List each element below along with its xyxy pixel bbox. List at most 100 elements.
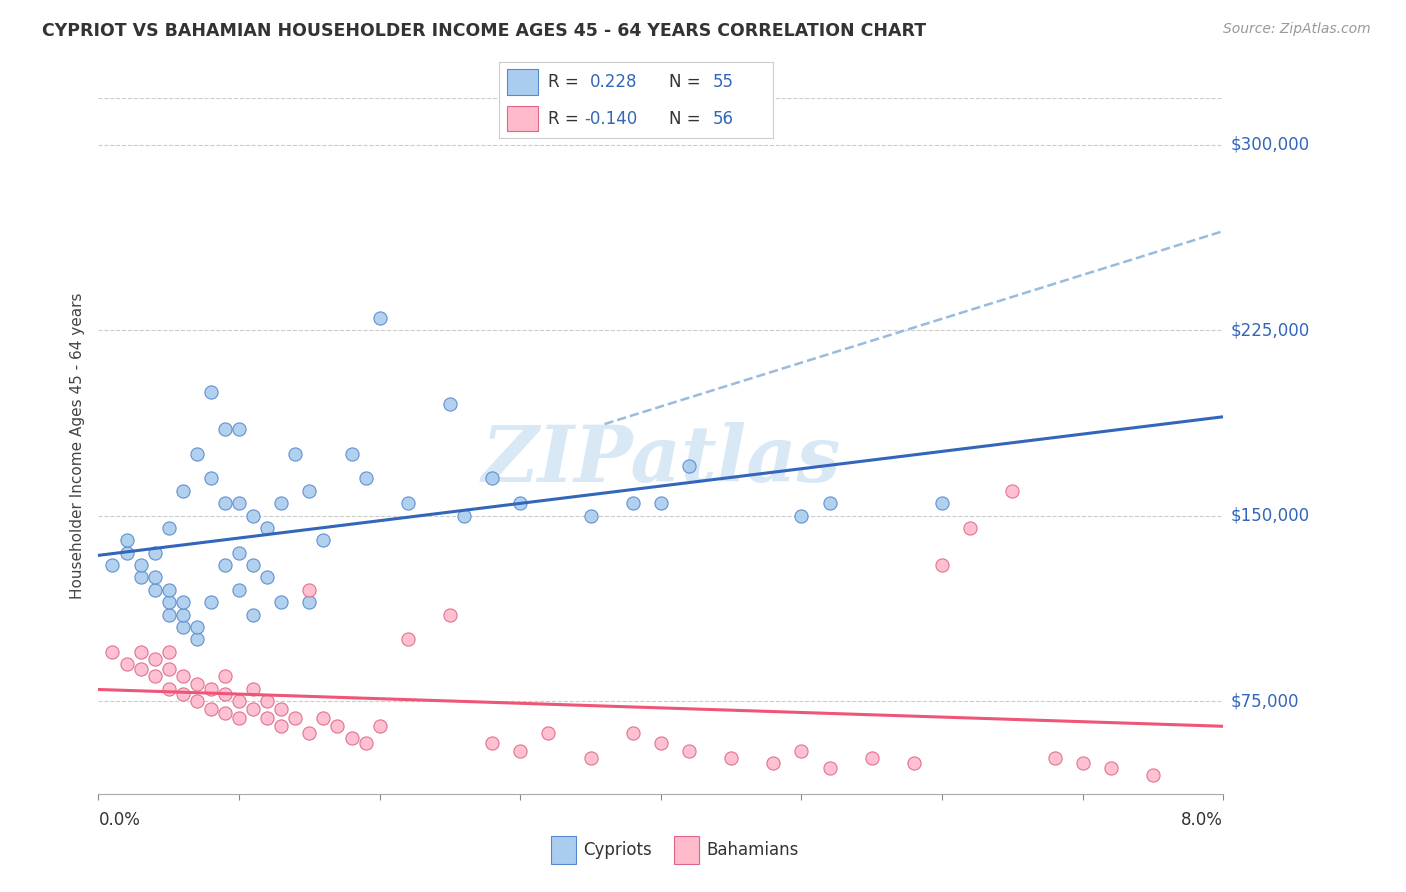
- Text: 56: 56: [713, 110, 734, 128]
- Point: [200, 471, 222, 485]
- Point: [481, 471, 503, 485]
- Point: [1071, 756, 1094, 770]
- Point: [228, 496, 250, 510]
- Point: [228, 711, 250, 725]
- Point: [256, 521, 278, 535]
- Point: [186, 447, 208, 461]
- Text: N =: N =: [669, 110, 706, 128]
- Point: [242, 607, 264, 622]
- Text: -0.140: -0.140: [583, 110, 637, 128]
- Point: [214, 496, 236, 510]
- Text: 8.0%: 8.0%: [1181, 811, 1223, 829]
- Point: [650, 496, 672, 510]
- Point: [931, 496, 953, 510]
- Point: [157, 645, 180, 659]
- Point: [621, 496, 644, 510]
- Point: [214, 422, 236, 436]
- Point: [172, 607, 194, 622]
- Point: [790, 743, 813, 757]
- Bar: [551, 836, 576, 863]
- Point: [256, 570, 278, 584]
- Point: [200, 384, 222, 399]
- Point: [931, 558, 953, 572]
- Point: [242, 681, 264, 696]
- Point: [959, 521, 981, 535]
- Point: [143, 546, 166, 560]
- Point: [115, 546, 138, 560]
- Bar: [508, 70, 537, 95]
- Point: [172, 620, 194, 634]
- Text: $150,000: $150,000: [1230, 507, 1309, 524]
- Point: [172, 669, 194, 683]
- Point: [298, 582, 321, 597]
- Bar: [508, 105, 537, 131]
- Point: [1043, 751, 1066, 765]
- Point: [172, 595, 194, 609]
- Point: [903, 756, 925, 770]
- Point: [1001, 483, 1024, 498]
- Point: [340, 447, 363, 461]
- Text: ZIPatlas: ZIPatlas: [481, 422, 841, 498]
- Point: [214, 706, 236, 721]
- Point: [115, 657, 138, 671]
- Point: [579, 508, 602, 523]
- Point: [186, 677, 208, 691]
- Point: [186, 694, 208, 708]
- Text: $75,000: $75,000: [1230, 692, 1299, 710]
- Point: [200, 681, 222, 696]
- Text: CYPRIOT VS BAHAMIAN HOUSEHOLDER INCOME AGES 45 - 64 YEARS CORRELATION CHART: CYPRIOT VS BAHAMIAN HOUSEHOLDER INCOME A…: [42, 22, 927, 40]
- Point: [453, 508, 475, 523]
- Point: [790, 508, 813, 523]
- Point: [678, 459, 700, 474]
- Point: [129, 662, 152, 676]
- Point: [312, 711, 335, 725]
- Point: [1099, 761, 1122, 775]
- Point: [326, 719, 349, 733]
- Point: [129, 645, 152, 659]
- Point: [354, 736, 377, 750]
- Text: R =: R =: [548, 73, 585, 91]
- Point: [270, 701, 292, 715]
- Point: [720, 751, 742, 765]
- Point: [270, 719, 292, 733]
- Point: [172, 687, 194, 701]
- Point: [172, 483, 194, 498]
- Point: [157, 521, 180, 535]
- Point: [228, 694, 250, 708]
- Point: [270, 595, 292, 609]
- Point: [242, 701, 264, 715]
- Point: [1142, 768, 1164, 782]
- Point: [143, 570, 166, 584]
- Y-axis label: Householder Income Ages 45 - 64 years: Householder Income Ages 45 - 64 years: [69, 293, 84, 599]
- Text: N =: N =: [669, 73, 706, 91]
- Point: [157, 681, 180, 696]
- Point: [186, 632, 208, 647]
- Text: $300,000: $300,000: [1230, 136, 1309, 153]
- Point: [242, 508, 264, 523]
- Point: [101, 645, 124, 659]
- Point: [214, 558, 236, 572]
- Point: [368, 310, 391, 325]
- Point: [284, 711, 307, 725]
- Point: [579, 751, 602, 765]
- Point: [509, 496, 531, 510]
- Point: [157, 607, 180, 622]
- Text: R =: R =: [548, 110, 585, 128]
- Text: Cypriots: Cypriots: [583, 840, 652, 859]
- Point: [481, 736, 503, 750]
- Point: [650, 736, 672, 750]
- Text: 55: 55: [713, 73, 734, 91]
- Point: [312, 533, 335, 548]
- Point: [298, 595, 321, 609]
- Point: [200, 701, 222, 715]
- Point: [157, 595, 180, 609]
- Point: [242, 558, 264, 572]
- Point: [298, 483, 321, 498]
- Point: [143, 582, 166, 597]
- Point: [439, 607, 461, 622]
- Text: $225,000: $225,000: [1230, 321, 1309, 339]
- Point: [439, 397, 461, 411]
- Point: [818, 496, 841, 510]
- Point: [678, 743, 700, 757]
- Point: [214, 687, 236, 701]
